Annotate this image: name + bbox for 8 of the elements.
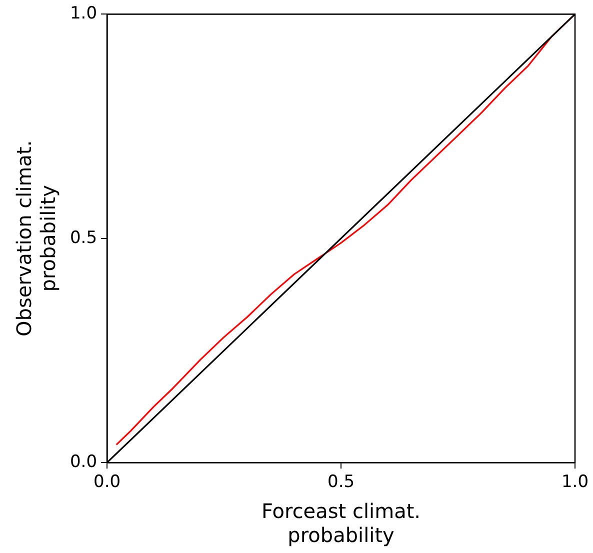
- x-tick-label: 0.0: [94, 472, 121, 492]
- x-axis-title: Forceast climat. probability: [261, 499, 421, 548]
- y-tick-label: 1.0: [70, 4, 98, 24]
- x-tick-label: 0.5: [327, 472, 355, 492]
- x-tick-label: 1.0: [561, 472, 589, 492]
- y-axis-title: Observation climat. probability: [12, 140, 60, 336]
- y-tick-label: 0.0: [70, 452, 98, 472]
- y-tick-label: 0.5: [70, 228, 98, 248]
